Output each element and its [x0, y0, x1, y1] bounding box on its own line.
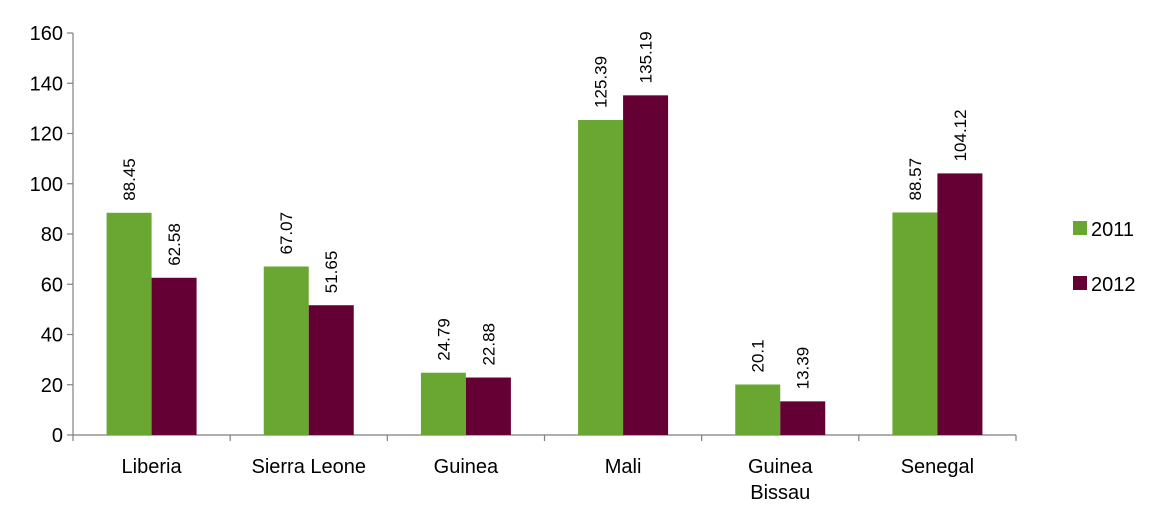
data-label: 67.07 — [277, 212, 296, 255]
bar-2011-2 — [420, 372, 466, 435]
data-label: 22.88 — [479, 323, 498, 366]
bar-2012-2 — [465, 377, 511, 435]
data-label: 24.79 — [434, 318, 453, 361]
y-tick-label: 140 — [30, 73, 63, 95]
y-tick-label: 120 — [30, 124, 63, 146]
data-label: 135.19 — [637, 31, 656, 83]
y-tick-label: 20 — [41, 375, 63, 397]
bar-2012-0 — [151, 277, 197, 435]
data-label: 88.45 — [120, 158, 139, 201]
y-axis: 0 20 40 60 80 100 120 140 160 — [30, 23, 74, 447]
legend-swatch-2012 — [1073, 276, 1087, 290]
y-tick-label: 100 — [30, 174, 63, 196]
bars-group — [106, 95, 983, 435]
data-labels-group: 88.45 62.58 67.07 51.65 24.79 22.88 125.39 135.… — [120, 31, 970, 389]
legend: 2011 2012 — [1073, 219, 1136, 296]
bar-2012-3 — [623, 95, 669, 435]
data-label: 104.12 — [951, 109, 970, 161]
y-tick-label: 0 — [52, 425, 63, 447]
x-category-label: Guinea — [748, 456, 813, 478]
data-label: 125.39 — [592, 56, 611, 108]
bar-2011-1 — [263, 266, 309, 435]
data-label: 20.1 — [749, 339, 768, 372]
y-tick-label: 80 — [41, 224, 63, 246]
x-category-label: Senegal — [901, 456, 974, 478]
x-category-label: Sierra Leone — [251, 456, 366, 478]
legend-swatch-2011 — [1073, 221, 1087, 235]
x-category-label: Guinea — [434, 456, 499, 478]
x-category-label: Mali — [605, 456, 642, 478]
legend-label: 2011 — [1091, 219, 1134, 241]
y-tick-label: 160 — [30, 23, 63, 45]
data-label: 62.58 — [165, 223, 184, 266]
data-label: 13.39 — [794, 347, 813, 390]
x-category-label: Bissau — [750, 482, 810, 504]
bar-2012-4 — [780, 401, 826, 435]
data-label: 51.65 — [322, 251, 341, 294]
bar-2011-4 — [735, 384, 781, 435]
bar-2012-1 — [308, 305, 354, 435]
bar-2011-3 — [578, 119, 624, 435]
y-tick-label: 60 — [41, 274, 63, 296]
x-axis: Liberia Sierra Leone Guinea Mali Guinea Bissa… — [72, 434, 1017, 504]
bar-2011-0 — [106, 212, 152, 435]
bar-2012-5 — [937, 173, 983, 435]
data-label: 88.57 — [906, 158, 925, 201]
bar-2011-5 — [892, 212, 938, 435]
legend-label: 2012 — [1091, 274, 1136, 296]
x-category-label: Liberia — [122, 456, 183, 478]
y-tick-label: 40 — [41, 325, 63, 347]
